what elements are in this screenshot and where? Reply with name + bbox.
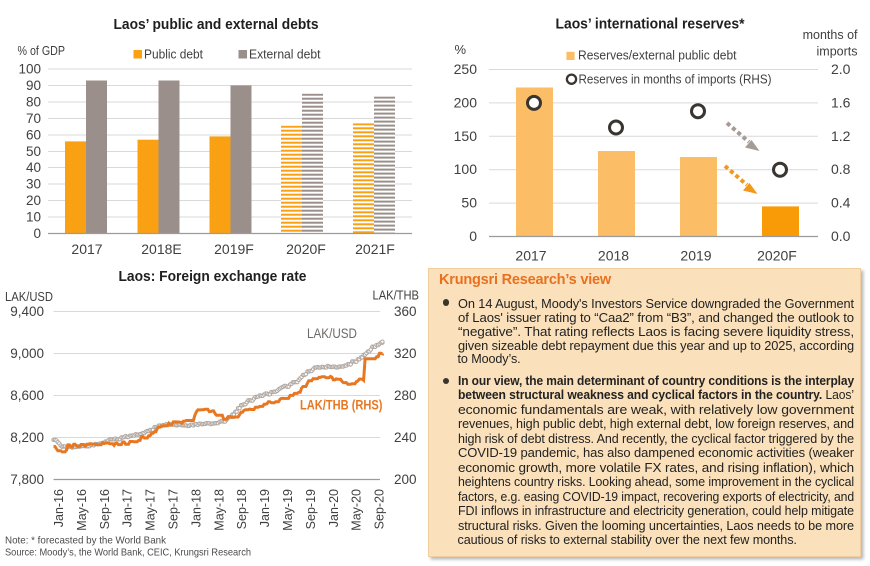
svg-text:2018E: 2018E: [141, 241, 181, 257]
svg-text:Jan-17: Jan-17: [121, 489, 135, 527]
svg-text:Sep-20: Sep-20: [373, 489, 387, 529]
svg-text:40: 40: [26, 160, 41, 175]
svg-text:2021F: 2021F: [355, 241, 395, 257]
svg-text:2020F: 2020F: [757, 248, 797, 264]
svg-text:9,000: 9,000: [10, 346, 44, 361]
svg-text:% of GDP: % of GDP: [18, 44, 66, 58]
svg-text:80: 80: [26, 95, 41, 110]
svg-text:LAK/THB: LAK/THB: [373, 288, 420, 303]
svg-text:20: 20: [26, 193, 41, 208]
svg-text:2020F: 2020F: [286, 241, 326, 257]
svg-text:LAK/USD: LAK/USD: [5, 289, 53, 304]
svg-text:Laos’ international reserves*: Laos’ international reserves*: [556, 16, 745, 33]
svg-text:Sep-17: Sep-17: [167, 489, 181, 529]
svg-text:months of: months of: [803, 28, 858, 42]
svg-text:2017: 2017: [515, 248, 546, 264]
svg-text:50: 50: [26, 144, 41, 159]
svg-text:1.2: 1.2: [831, 128, 851, 144]
svg-text:320: 320: [394, 346, 417, 361]
svg-text:7,800: 7,800: [10, 472, 44, 487]
svg-text:Jan-19: Jan-19: [258, 489, 272, 527]
svg-text:0.4: 0.4: [831, 195, 851, 211]
svg-text:Public debt: Public debt: [144, 48, 203, 62]
svg-text:May-20: May-20: [350, 489, 364, 531]
svg-text:LAK/THB (RHS): LAK/THB (RHS): [300, 398, 383, 413]
svg-text:200: 200: [454, 94, 478, 110]
svg-text:imports: imports: [817, 45, 858, 59]
svg-text:8,600: 8,600: [10, 388, 44, 403]
svg-text:2019: 2019: [680, 248, 711, 264]
svg-text:Source: Moody’s, the World Ban: Source: Moody’s, the World Bank, CEIC, K…: [5, 547, 251, 559]
svg-text:60: 60: [26, 128, 41, 143]
svg-text:1.6: 1.6: [831, 94, 851, 110]
svg-text:0.8: 0.8: [831, 161, 851, 177]
svg-text:Sep-18: Sep-18: [235, 489, 249, 529]
svg-text:2.0: 2.0: [831, 61, 851, 77]
svg-text:Sep-16: Sep-16: [98, 489, 112, 529]
svg-text:May-19: May-19: [281, 489, 295, 531]
svg-text:Laos’ public and external debt: Laos’ public and external debts: [114, 16, 319, 33]
svg-text:10: 10: [26, 210, 41, 225]
svg-text:8,200: 8,200: [10, 430, 44, 445]
svg-text:External debt: External debt: [249, 48, 321, 62]
svg-text:0.0: 0.0: [831, 228, 851, 244]
svg-text:0: 0: [469, 228, 477, 244]
svg-text:%: %: [455, 42, 467, 57]
svg-text:May-16: May-16: [75, 489, 89, 531]
svg-text:70: 70: [26, 111, 41, 126]
svg-text:250: 250: [454, 61, 478, 77]
svg-text:Jan-18: Jan-18: [189, 489, 203, 527]
svg-text:100: 100: [454, 161, 478, 177]
svg-text:30: 30: [26, 177, 41, 192]
svg-text:2018: 2018: [598, 248, 629, 264]
svg-text:0: 0: [33, 226, 41, 241]
svg-text:Jan-20: Jan-20: [327, 489, 341, 527]
svg-text:LAK/USD: LAK/USD: [307, 326, 357, 341]
svg-text:50: 50: [461, 195, 477, 211]
svg-text:Note: * forecasted by the Worl: Note: * forecasted by the World Bank: [5, 535, 167, 547]
svg-text:Laos: Foreign exchange rate: Laos: Foreign exchange rate: [119, 268, 307, 285]
svg-text:360: 360: [394, 304, 417, 319]
svg-text:9,400: 9,400: [10, 304, 44, 319]
svg-text:2019F: 2019F: [214, 241, 254, 257]
svg-text:240: 240: [394, 430, 417, 445]
svg-text:Jan-16: Jan-16: [52, 489, 66, 527]
svg-text:Sep-19: Sep-19: [304, 489, 318, 529]
svg-text:280: 280: [394, 388, 417, 403]
svg-text:90: 90: [26, 78, 41, 93]
svg-text:May-17: May-17: [144, 489, 158, 531]
svg-text:150: 150: [454, 128, 478, 144]
svg-text:2017: 2017: [71, 241, 102, 257]
svg-text:May-18: May-18: [212, 489, 226, 531]
svg-text:Reserves/external public debt: Reserves/external public debt: [578, 49, 737, 63]
svg-text:Reserves in months of imports: Reserves in months of imports (RHS): [579, 73, 772, 87]
svg-text:100: 100: [18, 62, 41, 77]
svg-text:200: 200: [394, 472, 417, 487]
